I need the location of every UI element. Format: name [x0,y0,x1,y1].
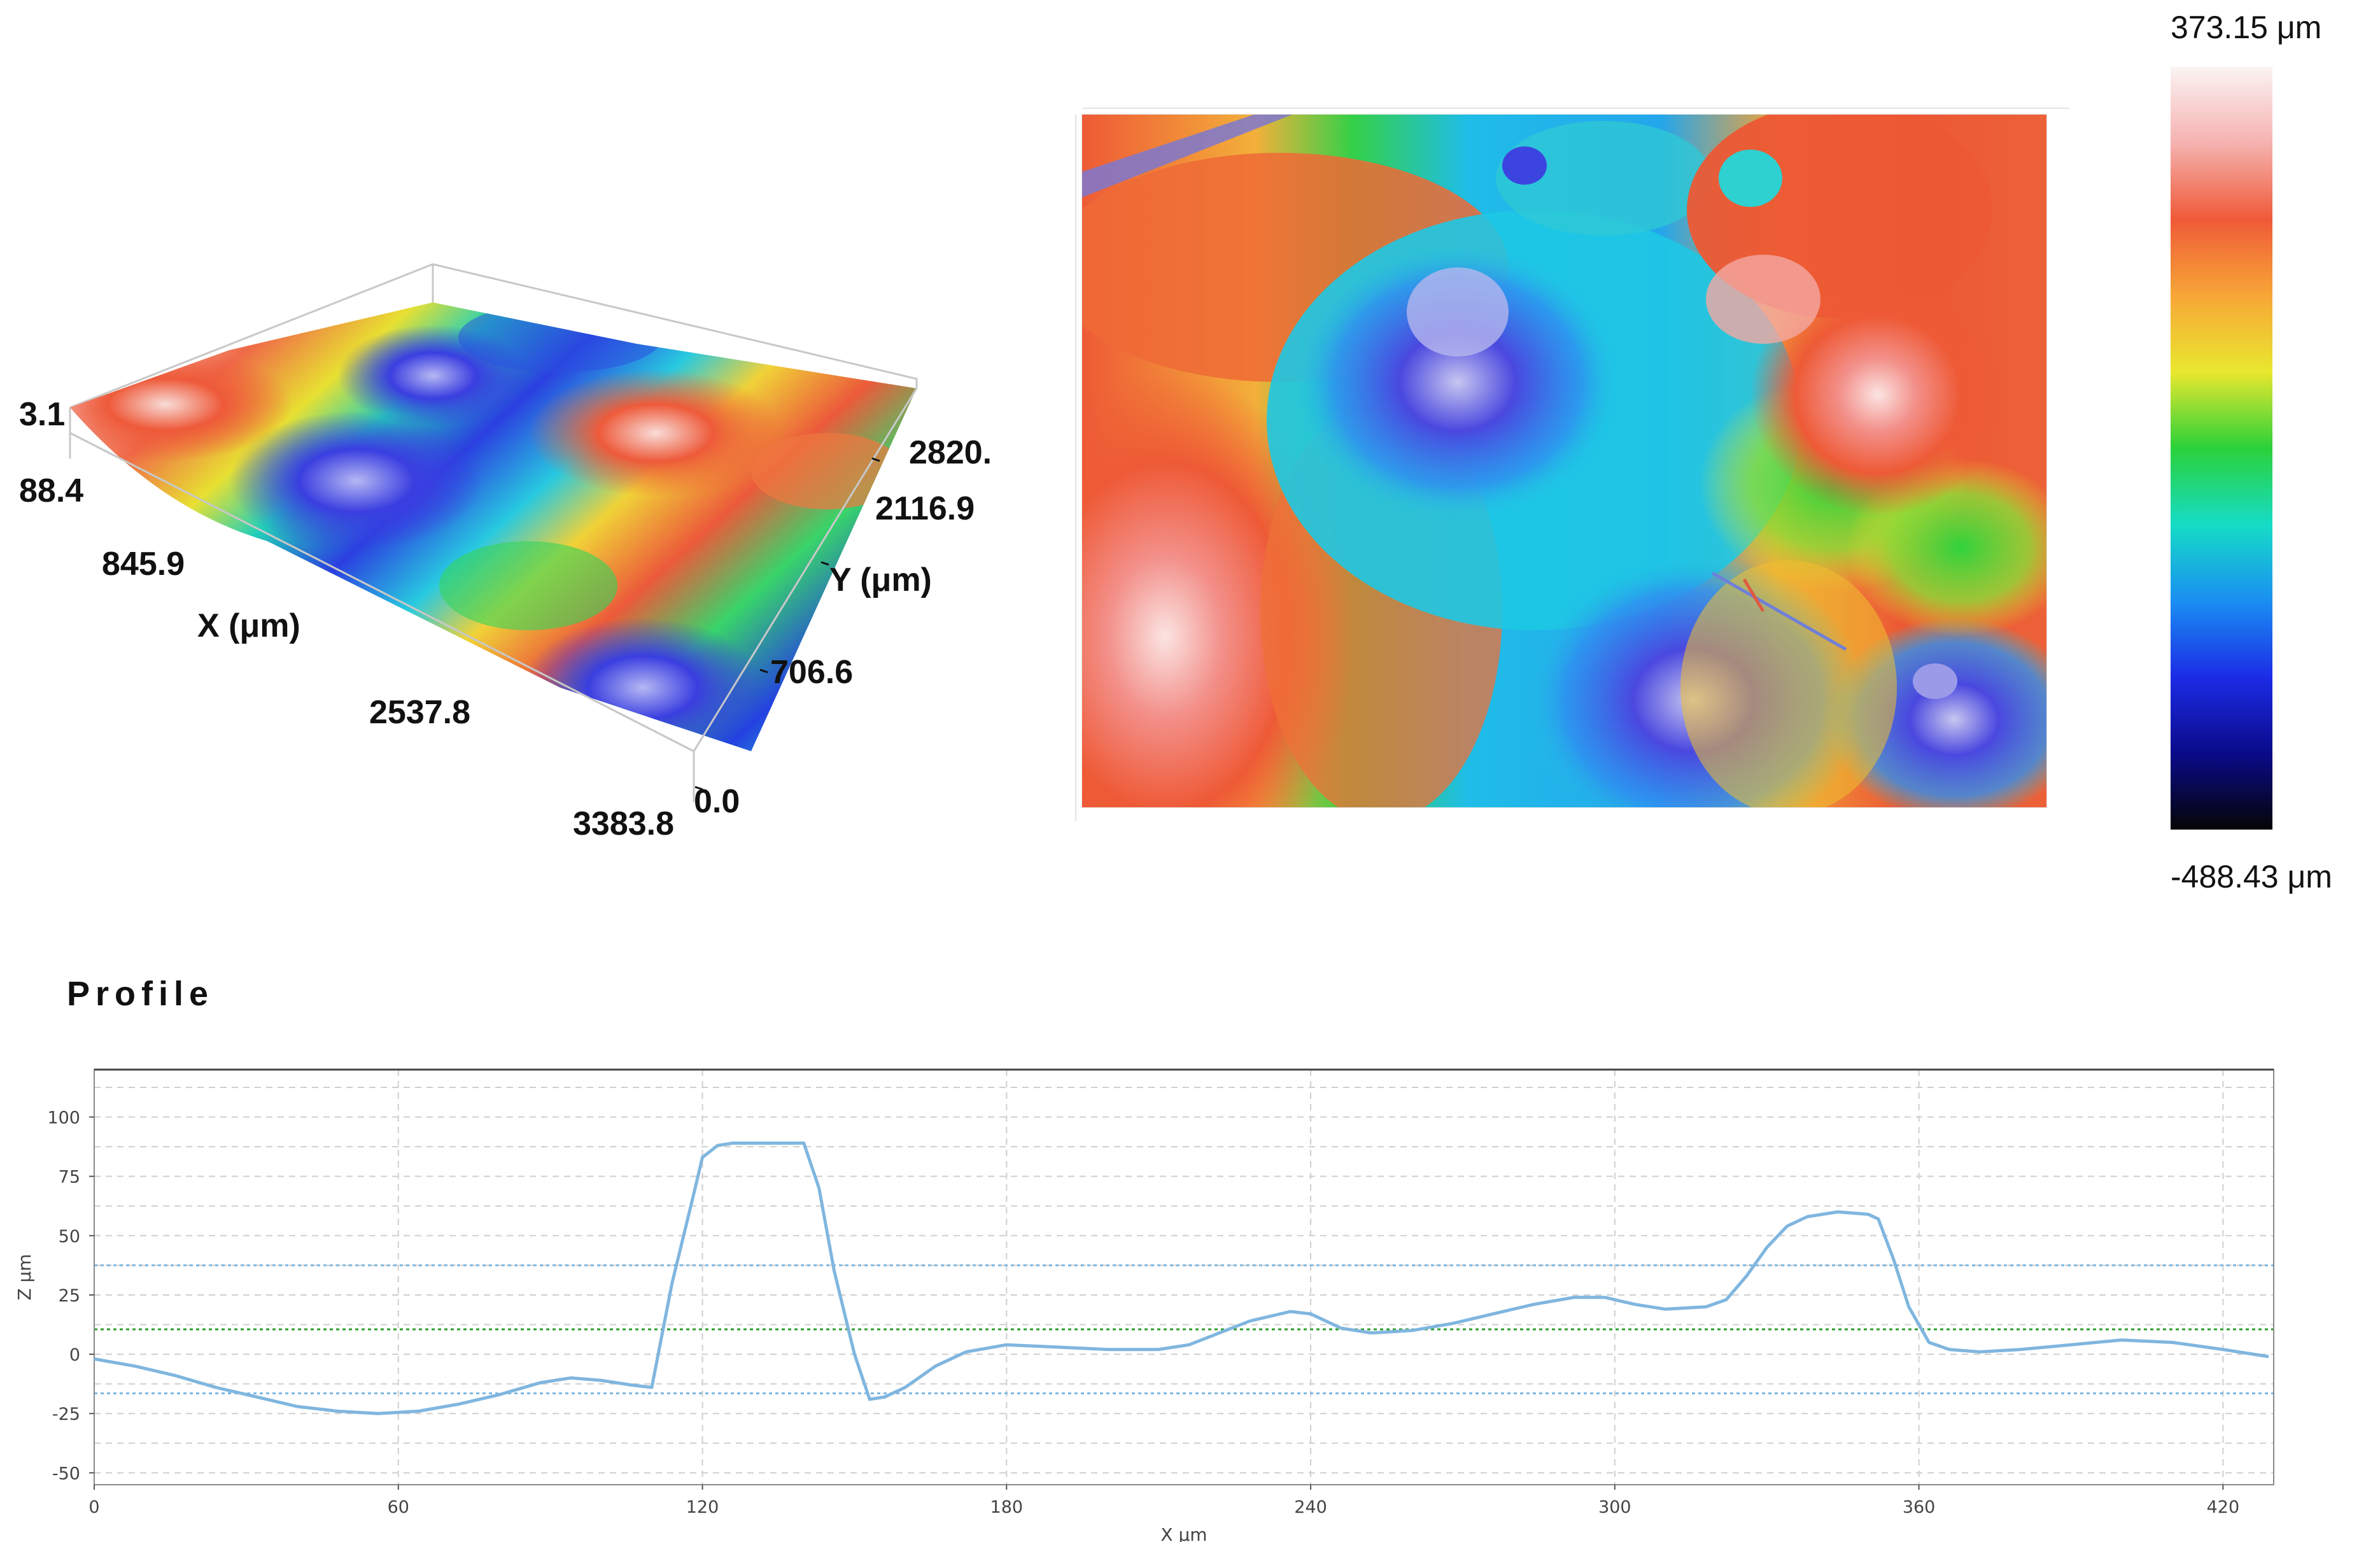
profile-axes-frame [94,1069,2274,1485]
profile-title: Profile [67,975,215,1013]
profile-x-tick-label: 240 [1294,1497,1327,1517]
color-scale-bar [2171,67,2272,830]
profile-x-tick-label: 0 [88,1497,99,1517]
y-axis-tick-3: 706.6 [770,654,854,691]
y-axis-tick-4: 0.0 [694,783,740,820]
profile-y-axis-label: Z µm [14,1254,35,1300]
profile-y-tick-label: 25 [59,1286,80,1306]
x-axis-tick-2: 2537.8 [369,694,471,731]
surface-axis-ticks [694,457,880,791]
surface-mesh [70,302,917,751]
z-axis-tick-mid: 88.4 [19,472,84,509]
y-axis-tick-1: 2820. [909,434,992,471]
color-scale: 373.15 μm -488.43 μm [2139,0,2380,904]
profile-y-tick-label: -50 [52,1464,80,1483]
color-scale-min-label: -488.43 μm [2171,859,2332,895]
profile-series-line [94,1142,2269,1415]
profile-x-axis-label: X µm [1160,1524,1207,1542]
profile-y-tick-label: 100 [47,1108,80,1128]
profile-x-tick-label: 60 [388,1497,409,1517]
profile-grid [94,1070,2274,1485]
z-axis-tick-top: 3.1 [19,396,66,433]
surface-3d-view: 3.1 88.4 845.9 X (μm) 2537.8 3383.8 2820… [0,242,1031,853]
y-axis-title: Y (μm) [829,562,932,598]
x-axis-title: X (μm) [197,607,300,644]
profile-y-tick-label: 50 [59,1227,80,1247]
profile-x-tick-label: 360 [1903,1497,1936,1517]
y-axis-tick-2: 2116.9 [875,490,975,527]
height-map-image [1082,115,2046,807]
surface-3d-svg [69,263,918,802]
x-axis-tick-1: 845.9 [102,546,185,583]
height-map-view [1050,89,2120,828]
profile-y-tick-label: 75 [59,1168,80,1187]
profile-reference-lines [94,1264,2274,1395]
profile-y-tick-label: 0 [69,1345,80,1365]
height-map-svg [1075,108,2069,821]
profile-x-tick-label: 300 [1598,1497,1631,1517]
profile-x-tick-label: 120 [686,1497,719,1517]
profile-x-ticks: 0 60 120 180 240 300 360 420 [88,1485,2239,1517]
profile-x-tick-label: 180 [990,1497,1024,1517]
color-scale-max-label: 373.15 μm [2171,10,2322,45]
profile-y-ticks: -50 -25 0 25 50 75 100 [47,1108,94,1483]
profile-y-tick-label: -25 [52,1404,80,1424]
profile-chart: -50 -25 0 25 50 75 100 0 60 120 180 240 300 360 420 X… [14,1068,2274,1542]
profile-axes [94,1068,2274,1485]
x-axis-tick-3: 3383.8 [573,807,675,835]
profile-x-tick-label: 420 [2207,1497,2240,1517]
